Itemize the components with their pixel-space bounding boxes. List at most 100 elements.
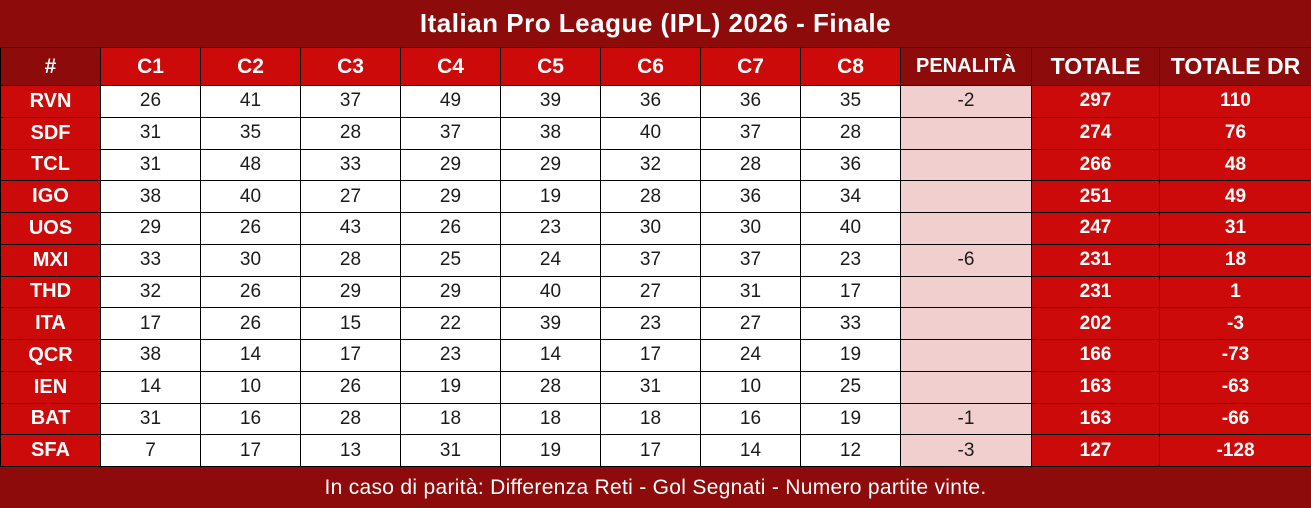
score-cell: 18 [400, 402, 501, 436]
score-cell: 39 [500, 85, 601, 118]
score-cell: 16 [700, 402, 801, 436]
score-cell: 29 [400, 275, 501, 309]
score-cell: 35 [200, 116, 301, 150]
table-row: IGO 38 40 27 29 19 28 36 34 251 49 [0, 180, 1311, 213]
score-cell: 26 [100, 85, 201, 118]
score-cell: 13 [300, 434, 401, 467]
score-cell: 32 [600, 148, 701, 182]
penalty-cell [900, 307, 1032, 340]
penalty-cell: -6 [900, 243, 1032, 277]
table-row: BAT 31 16 28 18 18 18 16 19 -1 163 -66 [0, 402, 1311, 436]
score-cell: 31 [100, 116, 201, 150]
score-cell: 36 [700, 180, 801, 213]
score-cell: 40 [600, 116, 701, 150]
total-cell: 247 [1031, 212, 1160, 245]
score-cell: 36 [800, 148, 901, 182]
score-cell: 17 [300, 339, 401, 372]
score-cell: 34 [800, 180, 901, 213]
score-cell: 16 [200, 402, 301, 436]
table-row: SFA 7 17 13 31 19 17 14 12 -3 127 -128 [0, 434, 1311, 467]
header-c2: C2 [200, 47, 301, 86]
total-dr-cell: 49 [1159, 180, 1311, 213]
score-cell: 31 [600, 370, 701, 404]
score-cell: 29 [400, 180, 501, 213]
team-code: THD [0, 275, 101, 309]
score-cell: 24 [500, 243, 601, 277]
team-code: IGO [0, 180, 101, 213]
team-code: RVN [0, 85, 101, 118]
total-dr-cell: 110 [1159, 85, 1311, 118]
penalty-cell [900, 275, 1032, 309]
total-dr-cell: -66 [1159, 402, 1311, 436]
team-code: BAT [0, 402, 101, 436]
total-dr-cell: -73 [1159, 339, 1311, 372]
score-cell: 26 [300, 370, 401, 404]
table-body: RVN 26 41 37 49 39 36 36 35 -2 297 110 SDF 31 35 28 37 38… [0, 85, 1311, 467]
table-row: THD 32 26 29 29 40 27 31 17 231 1 [0, 275, 1311, 309]
score-cell: 38 [100, 339, 201, 372]
score-cell: 43 [300, 212, 401, 245]
score-cell: 32 [100, 275, 201, 309]
standings-table: # C1 C2 C3 C4 C5 C6 C7 C8 PENALITÀ TOTALE TOTALE DR… [0, 47, 1311, 467]
score-cell: 19 [800, 402, 901, 436]
score-cell: 37 [400, 116, 501, 150]
score-cell: 29 [300, 275, 401, 309]
score-cell: 40 [500, 275, 601, 309]
penalty-cell: -3 [900, 434, 1032, 467]
score-cell: 7 [100, 434, 201, 467]
score-cell: 37 [600, 243, 701, 277]
penalty-cell [900, 339, 1032, 372]
total-cell: 231 [1031, 243, 1160, 277]
team-code: TCL [0, 148, 101, 182]
table-row: UOS 29 26 43 26 23 30 30 40 247 31 [0, 212, 1311, 245]
score-cell: 31 [100, 148, 201, 182]
score-cell: 37 [700, 116, 801, 150]
header-c1: C1 [100, 47, 201, 86]
header-c8: C8 [800, 47, 901, 86]
header-c6: C6 [600, 47, 701, 86]
score-cell: 26 [200, 275, 301, 309]
penalty-cell [900, 180, 1032, 213]
score-cell: 38 [100, 180, 201, 213]
score-cell: 22 [400, 307, 501, 340]
header-row: # C1 C2 C3 C4 C5 C6 C7 C8 PENALITÀ TOTALE TOTALE DR [0, 47, 1311, 86]
score-cell: 28 [300, 243, 401, 277]
score-cell: 23 [400, 339, 501, 372]
score-cell: 36 [700, 85, 801, 118]
score-cell: 24 [700, 339, 801, 372]
score-cell: 29 [500, 148, 601, 182]
total-dr-cell: 48 [1159, 148, 1311, 182]
total-cell: 251 [1031, 180, 1160, 213]
score-cell: 49 [400, 85, 501, 118]
score-cell: 35 [800, 85, 901, 118]
score-cell: 37 [700, 243, 801, 277]
total-dr-cell: -128 [1159, 434, 1311, 467]
score-cell: 27 [300, 180, 401, 213]
total-dr-cell: 76 [1159, 116, 1311, 150]
header-c3: C3 [300, 47, 401, 86]
score-cell: 10 [700, 370, 801, 404]
table-header: # C1 C2 C3 C4 C5 C6 C7 C8 PENALITÀ TOTALE TOTALE DR [0, 47, 1311, 86]
score-cell: 28 [300, 402, 401, 436]
score-cell: 26 [200, 212, 301, 245]
total-cell: 202 [1031, 307, 1160, 340]
score-cell: 18 [600, 402, 701, 436]
score-cell: 36 [600, 85, 701, 118]
table-row: SDF 31 35 28 37 38 40 37 28 274 76 [0, 116, 1311, 150]
team-code: UOS [0, 212, 101, 245]
total-dr-cell: -3 [1159, 307, 1311, 340]
score-cell: 33 [800, 307, 901, 340]
score-cell: 33 [100, 243, 201, 277]
score-cell: 30 [600, 212, 701, 245]
score-cell: 39 [500, 307, 601, 340]
score-cell: 14 [700, 434, 801, 467]
score-cell: 10 [200, 370, 301, 404]
header-c5: C5 [500, 47, 601, 86]
score-cell: 19 [500, 180, 601, 213]
score-cell: 17 [100, 307, 201, 340]
score-cell: 41 [200, 85, 301, 118]
score-cell: 40 [800, 212, 901, 245]
penalty-cell [900, 148, 1032, 182]
score-cell: 18 [500, 402, 601, 436]
table-row: TCL 31 48 33 29 29 32 28 36 266 48 [0, 148, 1311, 182]
